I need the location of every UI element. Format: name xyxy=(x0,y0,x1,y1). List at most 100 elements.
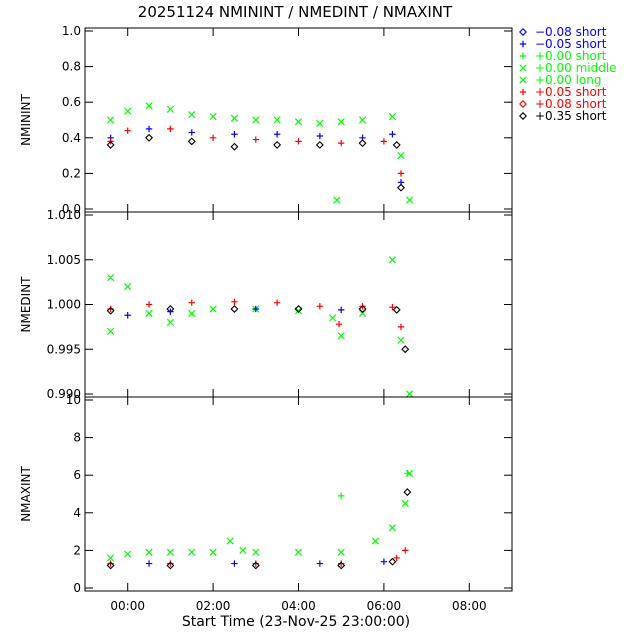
data-point xyxy=(358,139,367,148)
legend-marker xyxy=(519,76,527,84)
data-point xyxy=(166,548,175,556)
legend-marker xyxy=(519,28,527,36)
data-point xyxy=(251,561,260,570)
legend-marker xyxy=(519,52,527,60)
series-1 xyxy=(107,125,405,186)
data-point xyxy=(188,111,196,119)
y-tick-label: 6 xyxy=(73,468,81,482)
data-point xyxy=(315,140,324,149)
data-point xyxy=(124,127,131,134)
legend-marker xyxy=(519,64,527,72)
series-3 xyxy=(124,305,345,319)
legend-label: +0.35 short xyxy=(535,109,607,123)
data-point xyxy=(239,546,247,555)
data-point xyxy=(316,560,324,567)
legend-marker xyxy=(519,40,527,48)
legend-label: +0.08 short xyxy=(535,97,607,111)
data-point xyxy=(106,554,115,562)
data-point xyxy=(106,140,115,149)
y-axis-label: NMEDINT xyxy=(19,276,33,333)
x-axis-label: Start Time (23-Nov-25 23:00:00) xyxy=(182,614,410,630)
data-point xyxy=(106,561,115,570)
data-point xyxy=(371,537,379,545)
y-axis-label: NMININT xyxy=(19,93,33,145)
data-point xyxy=(393,554,400,562)
y-tick-label: 2 xyxy=(73,543,81,557)
data-point xyxy=(209,112,217,121)
data-point xyxy=(294,118,303,126)
data-point xyxy=(209,305,217,313)
data-point xyxy=(107,560,114,567)
data-point xyxy=(252,548,260,556)
series-2 xyxy=(107,547,409,567)
data-point xyxy=(329,314,337,322)
y-tick-label: 1.000 xyxy=(47,298,81,312)
data-point xyxy=(397,170,405,177)
data-point xyxy=(402,547,409,554)
y-tick-label: 0.995 xyxy=(47,342,81,356)
data-point xyxy=(397,323,405,331)
series-2 xyxy=(107,125,405,177)
data-point xyxy=(167,560,174,567)
legend-item: +0.00 long xyxy=(519,73,602,87)
data-point xyxy=(273,140,282,149)
data-point xyxy=(401,345,410,354)
data-point xyxy=(124,550,132,558)
y-tick-label: 1.010 xyxy=(47,208,81,222)
data-point xyxy=(252,136,259,143)
data-point xyxy=(337,118,345,126)
data-point xyxy=(124,312,131,319)
legend-label: −0.05 short xyxy=(535,37,607,51)
data-point xyxy=(167,308,174,315)
panel-frame xyxy=(84,27,513,213)
series-4 xyxy=(145,558,388,567)
legend-marker xyxy=(519,100,527,108)
data-point xyxy=(145,301,153,308)
legend-marker xyxy=(519,112,527,120)
x-tick-label: 08:00 xyxy=(452,599,487,613)
data-point xyxy=(124,282,132,291)
y-tick-label: 0.8 xyxy=(62,60,81,74)
series-1 xyxy=(338,470,411,500)
legend-item: +0.00 short xyxy=(519,49,607,63)
data-point xyxy=(337,561,346,570)
series-3 xyxy=(106,488,412,570)
series-0 xyxy=(106,469,414,562)
data-point xyxy=(167,125,174,133)
series-0 xyxy=(106,256,414,398)
data-point xyxy=(145,309,153,318)
data-point xyxy=(188,299,195,306)
x-tick-label: 00:00 xyxy=(110,599,145,613)
data-point xyxy=(209,548,217,556)
x-tick-label: 06:00 xyxy=(367,599,402,613)
data-point xyxy=(316,132,324,140)
data-point xyxy=(397,183,405,192)
data-point xyxy=(273,131,281,138)
x-tick-label: 02:00 xyxy=(196,599,231,613)
data-point xyxy=(380,138,388,145)
data-point xyxy=(358,309,367,318)
y-tick-label: 0.4 xyxy=(62,131,81,145)
legend-item: −0.08 short xyxy=(519,25,607,39)
legend-label: +0.00 middle xyxy=(535,61,617,75)
data-point xyxy=(294,548,303,556)
data-point xyxy=(124,107,132,115)
legend-item: −0.05 short xyxy=(519,37,607,51)
data-point xyxy=(145,125,153,133)
data-point xyxy=(358,304,367,313)
data-point xyxy=(252,305,259,313)
data-point xyxy=(273,299,281,306)
y-tick-label: 0.2 xyxy=(62,166,81,180)
legend-label: +0.00 long xyxy=(535,73,602,87)
legend-label: +0.00 short xyxy=(535,49,607,63)
data-point xyxy=(145,133,154,142)
y-tick-label: 0.6 xyxy=(62,95,81,109)
data-point xyxy=(294,304,303,313)
data-point xyxy=(388,112,397,121)
y-tick-label: 8 xyxy=(73,431,81,445)
data-point xyxy=(230,114,239,122)
data-point xyxy=(404,470,411,477)
panel-nmedint: 0.990 0.995 1.000 1.005 1.010 NMEDINT xyxy=(19,208,513,401)
panel-nmaxint: 0 2 4 6 8 10 NMAXINT xyxy=(19,393,513,595)
